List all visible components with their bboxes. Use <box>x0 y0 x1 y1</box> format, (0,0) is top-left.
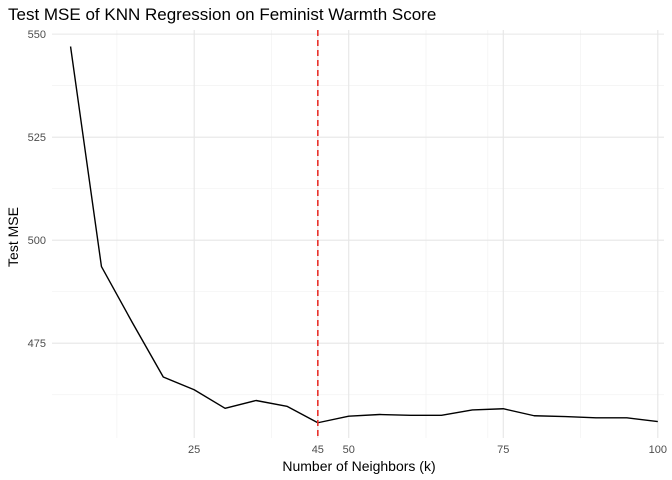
x-tick-label: 25 <box>188 444 200 456</box>
x-tick-label: 100 <box>649 444 667 456</box>
y-tick-labels: 475 500 525 550 <box>28 29 46 350</box>
x-tick-labels: 25 45 50 75 100 <box>188 444 667 456</box>
major-gridlines <box>52 30 664 438</box>
y-tick-label: 500 <box>28 235 46 247</box>
chart-title: Test MSE of KNN Regression on Feminist W… <box>8 5 436 24</box>
y-tick-label: 550 <box>28 29 46 41</box>
x-tick-label: 45 <box>312 444 324 456</box>
x-axis-label: Number of Neighbors (k) <box>282 458 435 474</box>
x-tick-label: 50 <box>343 444 355 456</box>
y-tick-label: 525 <box>28 132 46 144</box>
x-tick-label: 75 <box>497 444 509 456</box>
y-axis-label: Test MSE <box>5 207 21 267</box>
series-line <box>69 46 658 424</box>
y-tick-label: 475 <box>28 338 46 350</box>
series-layer <box>69 46 658 424</box>
minor-gridlines <box>52 30 664 438</box>
